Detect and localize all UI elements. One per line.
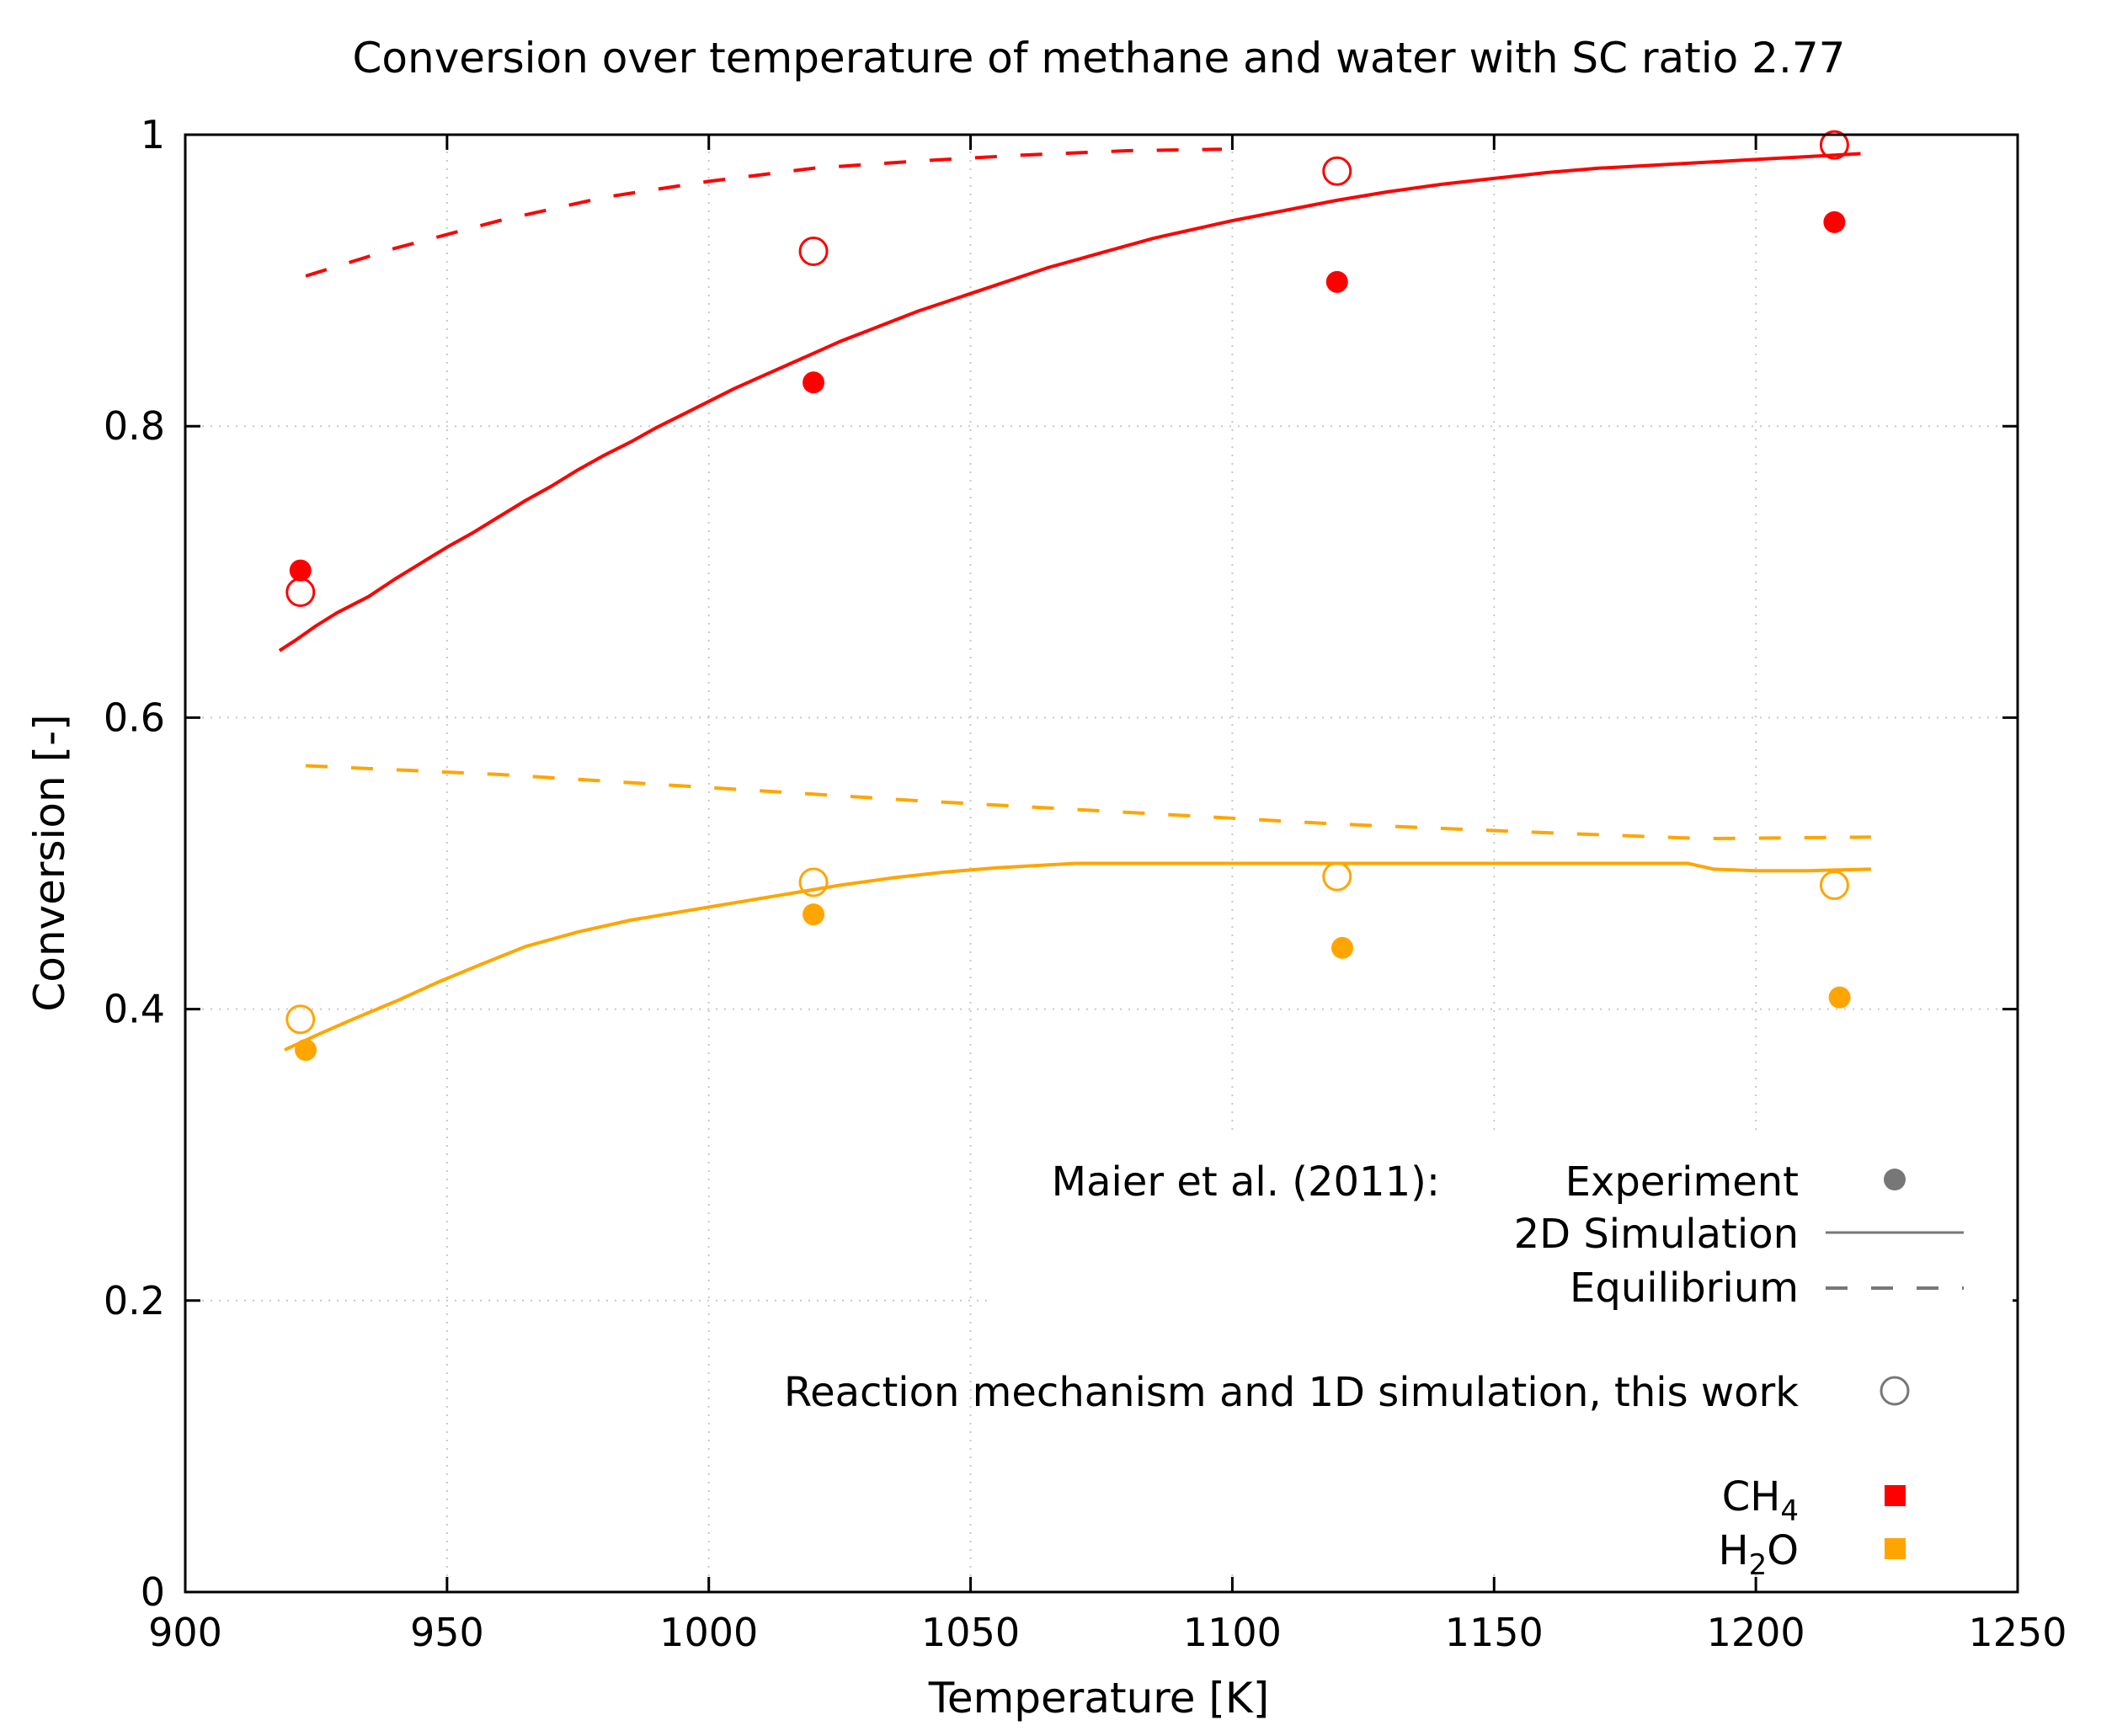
legend-this-work-label: Reaction mechanism and 1D simulation, th… [784, 1369, 1799, 1416]
ch4-experiment-point [1325, 270, 1348, 293]
legend-ch4-swatch [1885, 1485, 1906, 1506]
legend-this-work-marker [1880, 1376, 1910, 1406]
ch4-2d-simulation-line [278, 152, 1861, 652]
y-tick-label: 1 [141, 112, 165, 157]
ch4-equilibrium-line [305, 147, 1223, 278]
h2o-experiment-point [294, 1039, 317, 1062]
ch4-1d-simulation-point [798, 236, 829, 266]
h2o-1d-simulation-point [1819, 870, 1849, 900]
h2o-experiment-point [1828, 986, 1851, 1009]
ch4-1d-simulation-point [1819, 130, 1849, 160]
y-axis-title: Conversion [-] [25, 714, 74, 1011]
x-tick-label: 1000 [659, 1610, 758, 1655]
x-tick-label: 1150 [1445, 1610, 1544, 1655]
legend-background [994, 1137, 2013, 1574]
axis-ticks: 900 950 1000 1050 1100 1150 1200 1250 0 0.2 0.4 0.6… [104, 112, 2067, 1655]
y-tick-label: 0.6 [104, 695, 165, 740]
legend-source-label: Maier et al. (2011): [1052, 1158, 1440, 1206]
h2o-experiment-point [803, 903, 825, 926]
h2o-equilibrium-line [305, 764, 1871, 841]
x-tick-label: 1100 [1183, 1610, 1282, 1655]
ch4-experiment-point [289, 559, 312, 582]
chart-title: Conversion over temperature of methane a… [353, 34, 1846, 83]
x-tick-label: 900 [148, 1610, 222, 1655]
x-axis-title: Temperature [K] [928, 1674, 1269, 1723]
ch4-experiment-point [803, 371, 825, 394]
legend-experiment-label: Experiment [1565, 1158, 1799, 1206]
x-tick-label: 1050 [921, 1610, 1020, 1655]
legend-equilibrium-label: Equilibrium [1570, 1265, 1799, 1312]
legend: Maier et al. (2011): Experiment 2D Simul… [784, 1137, 2013, 1582]
h2o-2d-simulation-line [284, 861, 1871, 1052]
h2o-1d-simulation-point [798, 867, 829, 897]
legend-ch4-label: CH4 [1722, 1473, 1799, 1528]
plot-frame [184, 133, 2019, 1594]
ch4-1d-simulation-point [1322, 156, 1352, 186]
legend-h2o-label: H2O [1718, 1527, 1799, 1582]
h2o-experiment-point [1330, 936, 1353, 959]
y-tick-label: 0.8 [104, 403, 165, 449]
y-tick-label: 0.4 [104, 987, 165, 1032]
legend-2d-simulation-label: 2D Simulation [1514, 1211, 1799, 1258]
ch4-experiment-point [1823, 210, 1846, 233]
ch4-1d-simulation-point [285, 578, 316, 608]
y-tick-label: 0.2 [104, 1278, 165, 1323]
x-tick-label: 1250 [1968, 1610, 2066, 1655]
y-tick-label: 0 [141, 1569, 165, 1615]
plot-data [278, 130, 1871, 1062]
legend-experiment-marker [1884, 1169, 1906, 1190]
legend-h2o-swatch [1885, 1538, 1906, 1559]
h2o-1d-simulation-point [285, 1004, 316, 1035]
h2o-1d-simulation-point [1322, 861, 1352, 892]
x-tick-label: 950 [410, 1610, 484, 1655]
x-tick-label: 1200 [1707, 1610, 1805, 1655]
